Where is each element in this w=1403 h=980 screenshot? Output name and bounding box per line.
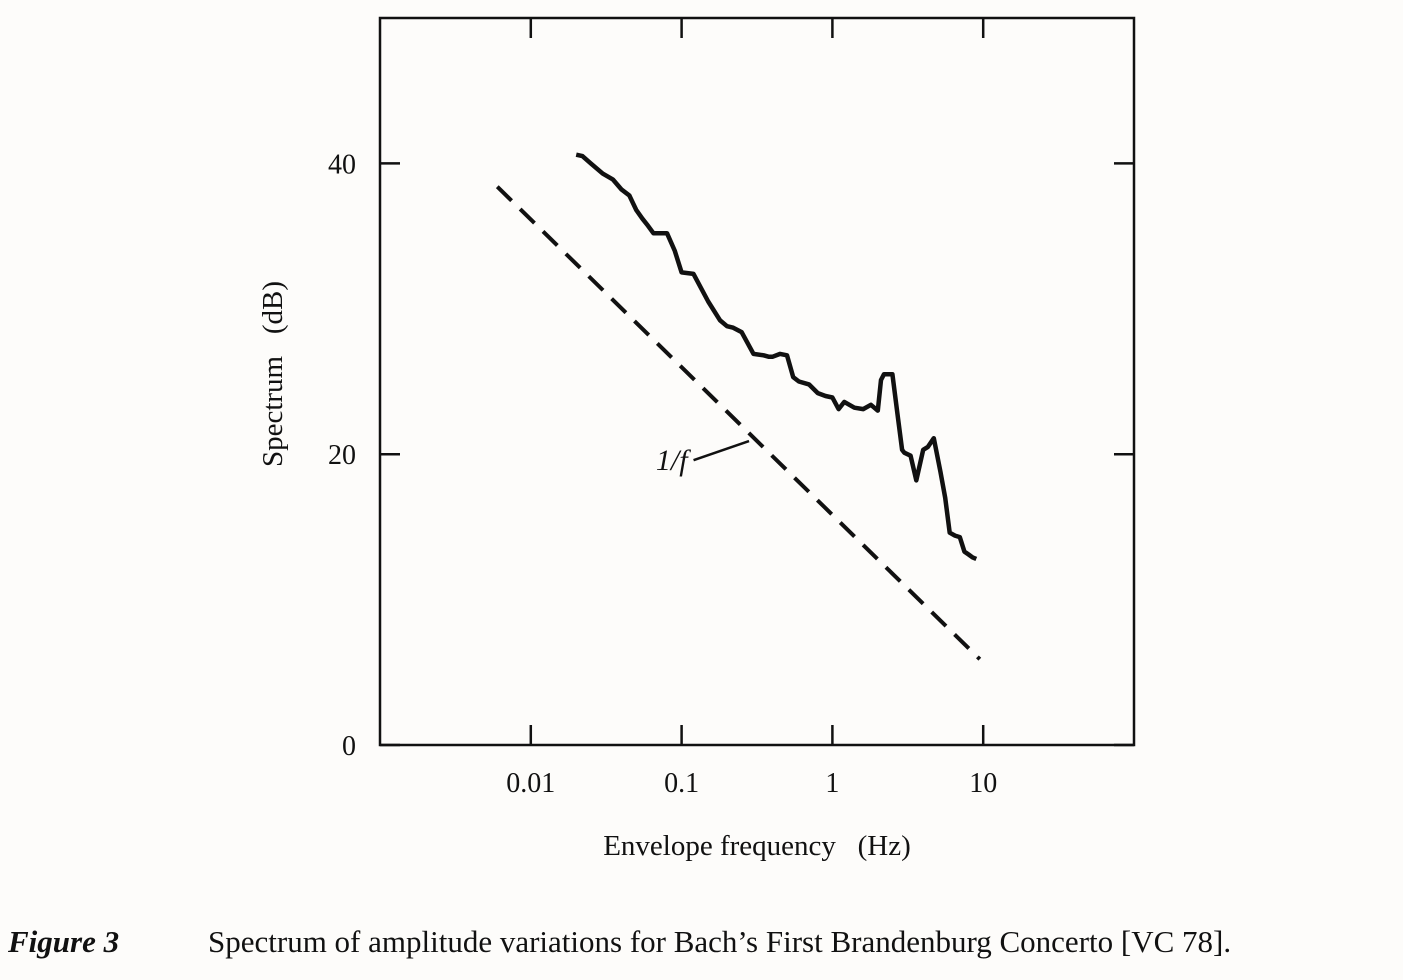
x-tick-label: 1 bbox=[825, 768, 839, 799]
y-axis-label: Spectrum (dB) bbox=[257, 281, 289, 467]
chart: 0.01 0.1 1 10 0 20 40 1/f Envelope frequency (… bbox=[257, 16, 1136, 862]
annotation-pointer bbox=[693, 439, 750, 462]
y-tick-label: 40 bbox=[328, 149, 356, 180]
y-tick-label: 20 bbox=[328, 440, 356, 471]
annotation-label: 1/f bbox=[656, 444, 691, 477]
x-tick-label: 0.01 bbox=[506, 768, 555, 799]
figure-caption: Figure 3 Spectrum of amplitude variations… bbox=[8, 924, 1398, 960]
figure-caption-text: Spectrum of amplitude variations for Bac… bbox=[208, 924, 1232, 959]
figure-label: Figure 3 bbox=[8, 924, 120, 959]
spectrum-series-line bbox=[575, 152, 978, 561]
reference-line-1-over-f bbox=[495, 185, 982, 661]
x-tick-label: 10 bbox=[969, 768, 997, 799]
plot-frame bbox=[378, 16, 1136, 747]
x-axis-label: Envelope frequency (Hz) bbox=[603, 830, 911, 862]
y-tick-label: 0 bbox=[342, 731, 356, 762]
x-tick-label: 0.1 bbox=[664, 768, 699, 799]
